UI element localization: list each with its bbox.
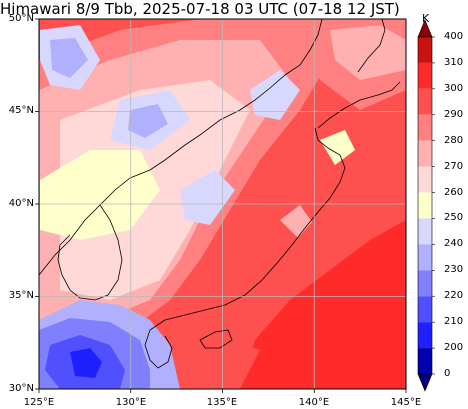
colorbar-segment bbox=[418, 348, 432, 374]
x-tick-label: 130°E bbox=[115, 397, 147, 408]
colorbar-tick-label: 220 bbox=[444, 290, 464, 302]
colorbar-unit: K bbox=[422, 12, 430, 25]
colorbar bbox=[417, 19, 435, 392]
colorbar-tick-label: 0 bbox=[444, 368, 451, 379]
map-title: Himawari 8/9 Tbb, 2025-07-18 03 UTC (07-… bbox=[0, 0, 400, 18]
axis-ticks bbox=[35, 18, 407, 393]
colorbar-segment bbox=[418, 192, 432, 219]
coastlines bbox=[39, 19, 401, 369]
x-tick-label: 135°E bbox=[206, 397, 238, 408]
y-tick-label: 30°N bbox=[8, 383, 34, 394]
x-tick-label: 140°E bbox=[298, 397, 330, 408]
x-tick-label: 125°E bbox=[23, 397, 55, 408]
colorbar-segment bbox=[418, 62, 432, 89]
colorbar-segment bbox=[418, 244, 432, 271]
colorbar-tick-label: 280 bbox=[444, 134, 464, 146]
x-tick-label: 145°E bbox=[390, 397, 422, 408]
graticule bbox=[39, 19, 406, 389]
y-tick-label: 45°N bbox=[8, 105, 34, 116]
colorbar-tick-label: 300 bbox=[444, 82, 464, 94]
colorbar-segment bbox=[418, 166, 432, 193]
colorbar-segment bbox=[418, 114, 432, 141]
colorbar-tick-label: 230 bbox=[444, 264, 464, 276]
y-tick-label: 35°N bbox=[8, 290, 34, 301]
colorbar-segment bbox=[418, 218, 432, 245]
colorbar-tick-label: 290 bbox=[444, 108, 464, 120]
colorbar-segment bbox=[418, 140, 432, 167]
colorbar-segment bbox=[418, 270, 432, 297]
colorbar-tick-label: 400 bbox=[444, 31, 464, 42]
colorbar-extend-min bbox=[417, 373, 433, 392]
colorbar-segment bbox=[418, 88, 432, 115]
colorbar-tick-label: 210 bbox=[444, 316, 464, 328]
colorbar-tick-label: 240 bbox=[444, 238, 464, 250]
colorbar-tick-label: 310 bbox=[444, 56, 464, 68]
colorbar-segment bbox=[418, 296, 432, 323]
colorbar-segment bbox=[418, 37, 432, 63]
y-tick-label: 40°N bbox=[8, 198, 34, 209]
colorbar-tick-label: 250 bbox=[444, 212, 464, 224]
colorbar-tick-label: 200 bbox=[444, 342, 464, 354]
colorbar-tick-label: 260 bbox=[444, 186, 464, 198]
colorbar-segment bbox=[418, 322, 432, 349]
y-tick-label: 50°N bbox=[8, 13, 34, 24]
colorbar-frame bbox=[417, 36, 433, 375]
colorbar-tick-label: 270 bbox=[444, 160, 464, 172]
